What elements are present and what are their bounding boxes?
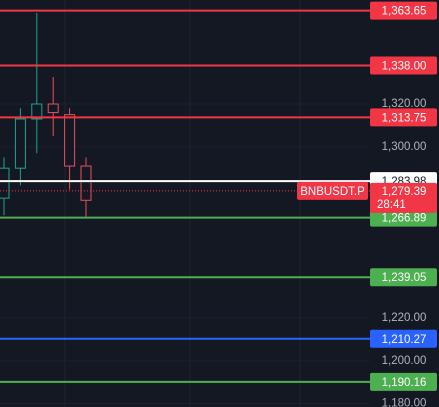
- symbol-label: BNBUSDT.P: [300, 186, 365, 198]
- level-label: 1,266.89: [382, 213, 427, 225]
- countdown-label: 28:41: [377, 199, 406, 211]
- y-tick-label: 1,320.00: [382, 98, 427, 110]
- symbol-box: [297, 181, 368, 200]
- y-tick-label: 1,300.00: [382, 141, 427, 153]
- y-tick-label: 1,200.00: [382, 355, 427, 367]
- candle-body: [0, 167, 10, 199]
- level-label-box: [370, 208, 437, 227]
- level-label: 1,190.16: [382, 377, 427, 389]
- candle-body: [14, 118, 26, 169]
- level-label-box: [370, 268, 437, 287]
- current-price-label: 1,279.39: [382, 186, 427, 198]
- level-label-box: [370, 1, 437, 20]
- y-tick-label: 1,220.00: [382, 312, 427, 324]
- level-label-box: [370, 56, 437, 75]
- candle-body: [47, 103, 59, 114]
- level-label-box: [370, 372, 437, 391]
- level-label-box: [370, 329, 437, 348]
- y-tick-label: 1,180.00: [382, 398, 427, 407]
- level-label: 1,363.65: [382, 6, 427, 18]
- level-label-box: [370, 108, 437, 127]
- level-label: 1,210.27: [382, 334, 427, 346]
- current-price-box: [370, 182, 437, 213]
- candle-body: [31, 103, 43, 120]
- level-label: 1,313.75: [382, 112, 427, 124]
- level-label: 1,338.00: [382, 61, 427, 73]
- candle-body: [80, 165, 92, 201]
- level-label: 1,239.05: [382, 272, 427, 284]
- candle-body: [64, 114, 76, 167]
